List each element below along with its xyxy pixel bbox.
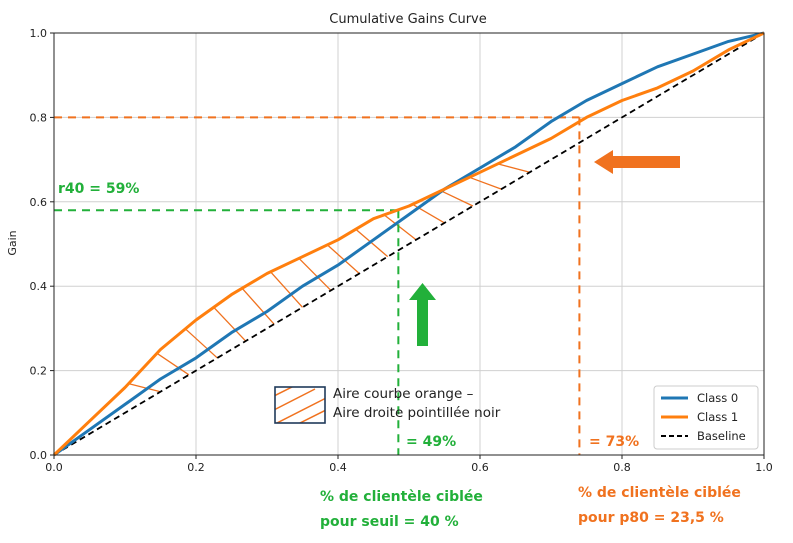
x49-annotation: = 49% [406,434,456,450]
chart-title: Cumulative Gains Curve [329,12,486,27]
green-note-line2: pour seuil = 40 % [320,514,459,530]
x-tick-label: 0.4 [329,461,347,474]
hatch-line [383,214,417,241]
green-up-arrow-icon [409,283,436,346]
x-tick-label: 0.0 [45,461,63,474]
x-tick-label: 1.0 [755,461,773,474]
hatch-label-line2: Aire droite pointillée noir [333,405,501,421]
r40-annotation: r40 = 59% [58,181,139,197]
orange-left-arrow-icon [594,150,680,174]
guide-layer [54,116,581,455]
orange-note-line2: pour p80 = 23,5 % [578,510,724,526]
hatch-line [184,328,218,359]
hatch-line [128,383,161,393]
hatch-line [326,244,360,275]
hatch-line [298,257,332,291]
x-tick-label: 0.8 [613,461,631,474]
hatch-line [497,163,530,173]
tick-layer: 0.0 0.2 0.4 0.6 0.8 1.0 0.0 0.2 0.4 0.6 0.8 1.0 [30,27,773,474]
hatch-label-line1: Aire courbe orange – [333,386,474,402]
hatch-line [440,190,474,207]
hatch-line [355,228,389,258]
series-line-class-0 [53,31,765,457]
hatch-line [213,306,247,342]
y-tick-label: 0.2 [30,365,48,378]
y-tick-label: 0.8 [30,111,48,124]
legend-label-baseline: Baseline [697,429,746,443]
series-line-baseline [53,32,765,456]
hatch-layer [128,163,530,393]
legend-label-class1: Class 1 [697,410,738,424]
y-tick-label: 0.0 [30,449,48,462]
x73-annotation: = 73% [589,434,639,450]
hatch-key-lines [275,387,325,423]
y-tick-label: 0.6 [30,196,48,209]
y-axis-label: Gain [6,230,19,255]
y-tick-label: 1.0 [30,27,48,40]
legend-box [653,385,759,450]
series-line-class-1 [52,31,765,457]
x-tick-label: 0.6 [471,461,489,474]
orange-note-line1: % de clientèle ciblée [578,485,741,501]
plot-frame [53,32,765,456]
x-tick-label: 0.2 [187,461,205,474]
legend-label-class0: Class 0 [697,391,738,405]
hatch-line [469,176,502,190]
legend: Class 0 Class 1 Baseline [653,385,759,450]
hatch-key-box [274,386,326,424]
series-layer [52,31,765,457]
green-note-line1: % de clientèle ciblée [320,489,483,505]
hatch-line [156,352,190,376]
hatch-line [270,271,303,308]
hatch-line [241,287,275,325]
hatch-legend: Aire courbe orange – Aire droite pointil… [274,386,501,424]
y-tick-label: 0.4 [30,280,48,293]
